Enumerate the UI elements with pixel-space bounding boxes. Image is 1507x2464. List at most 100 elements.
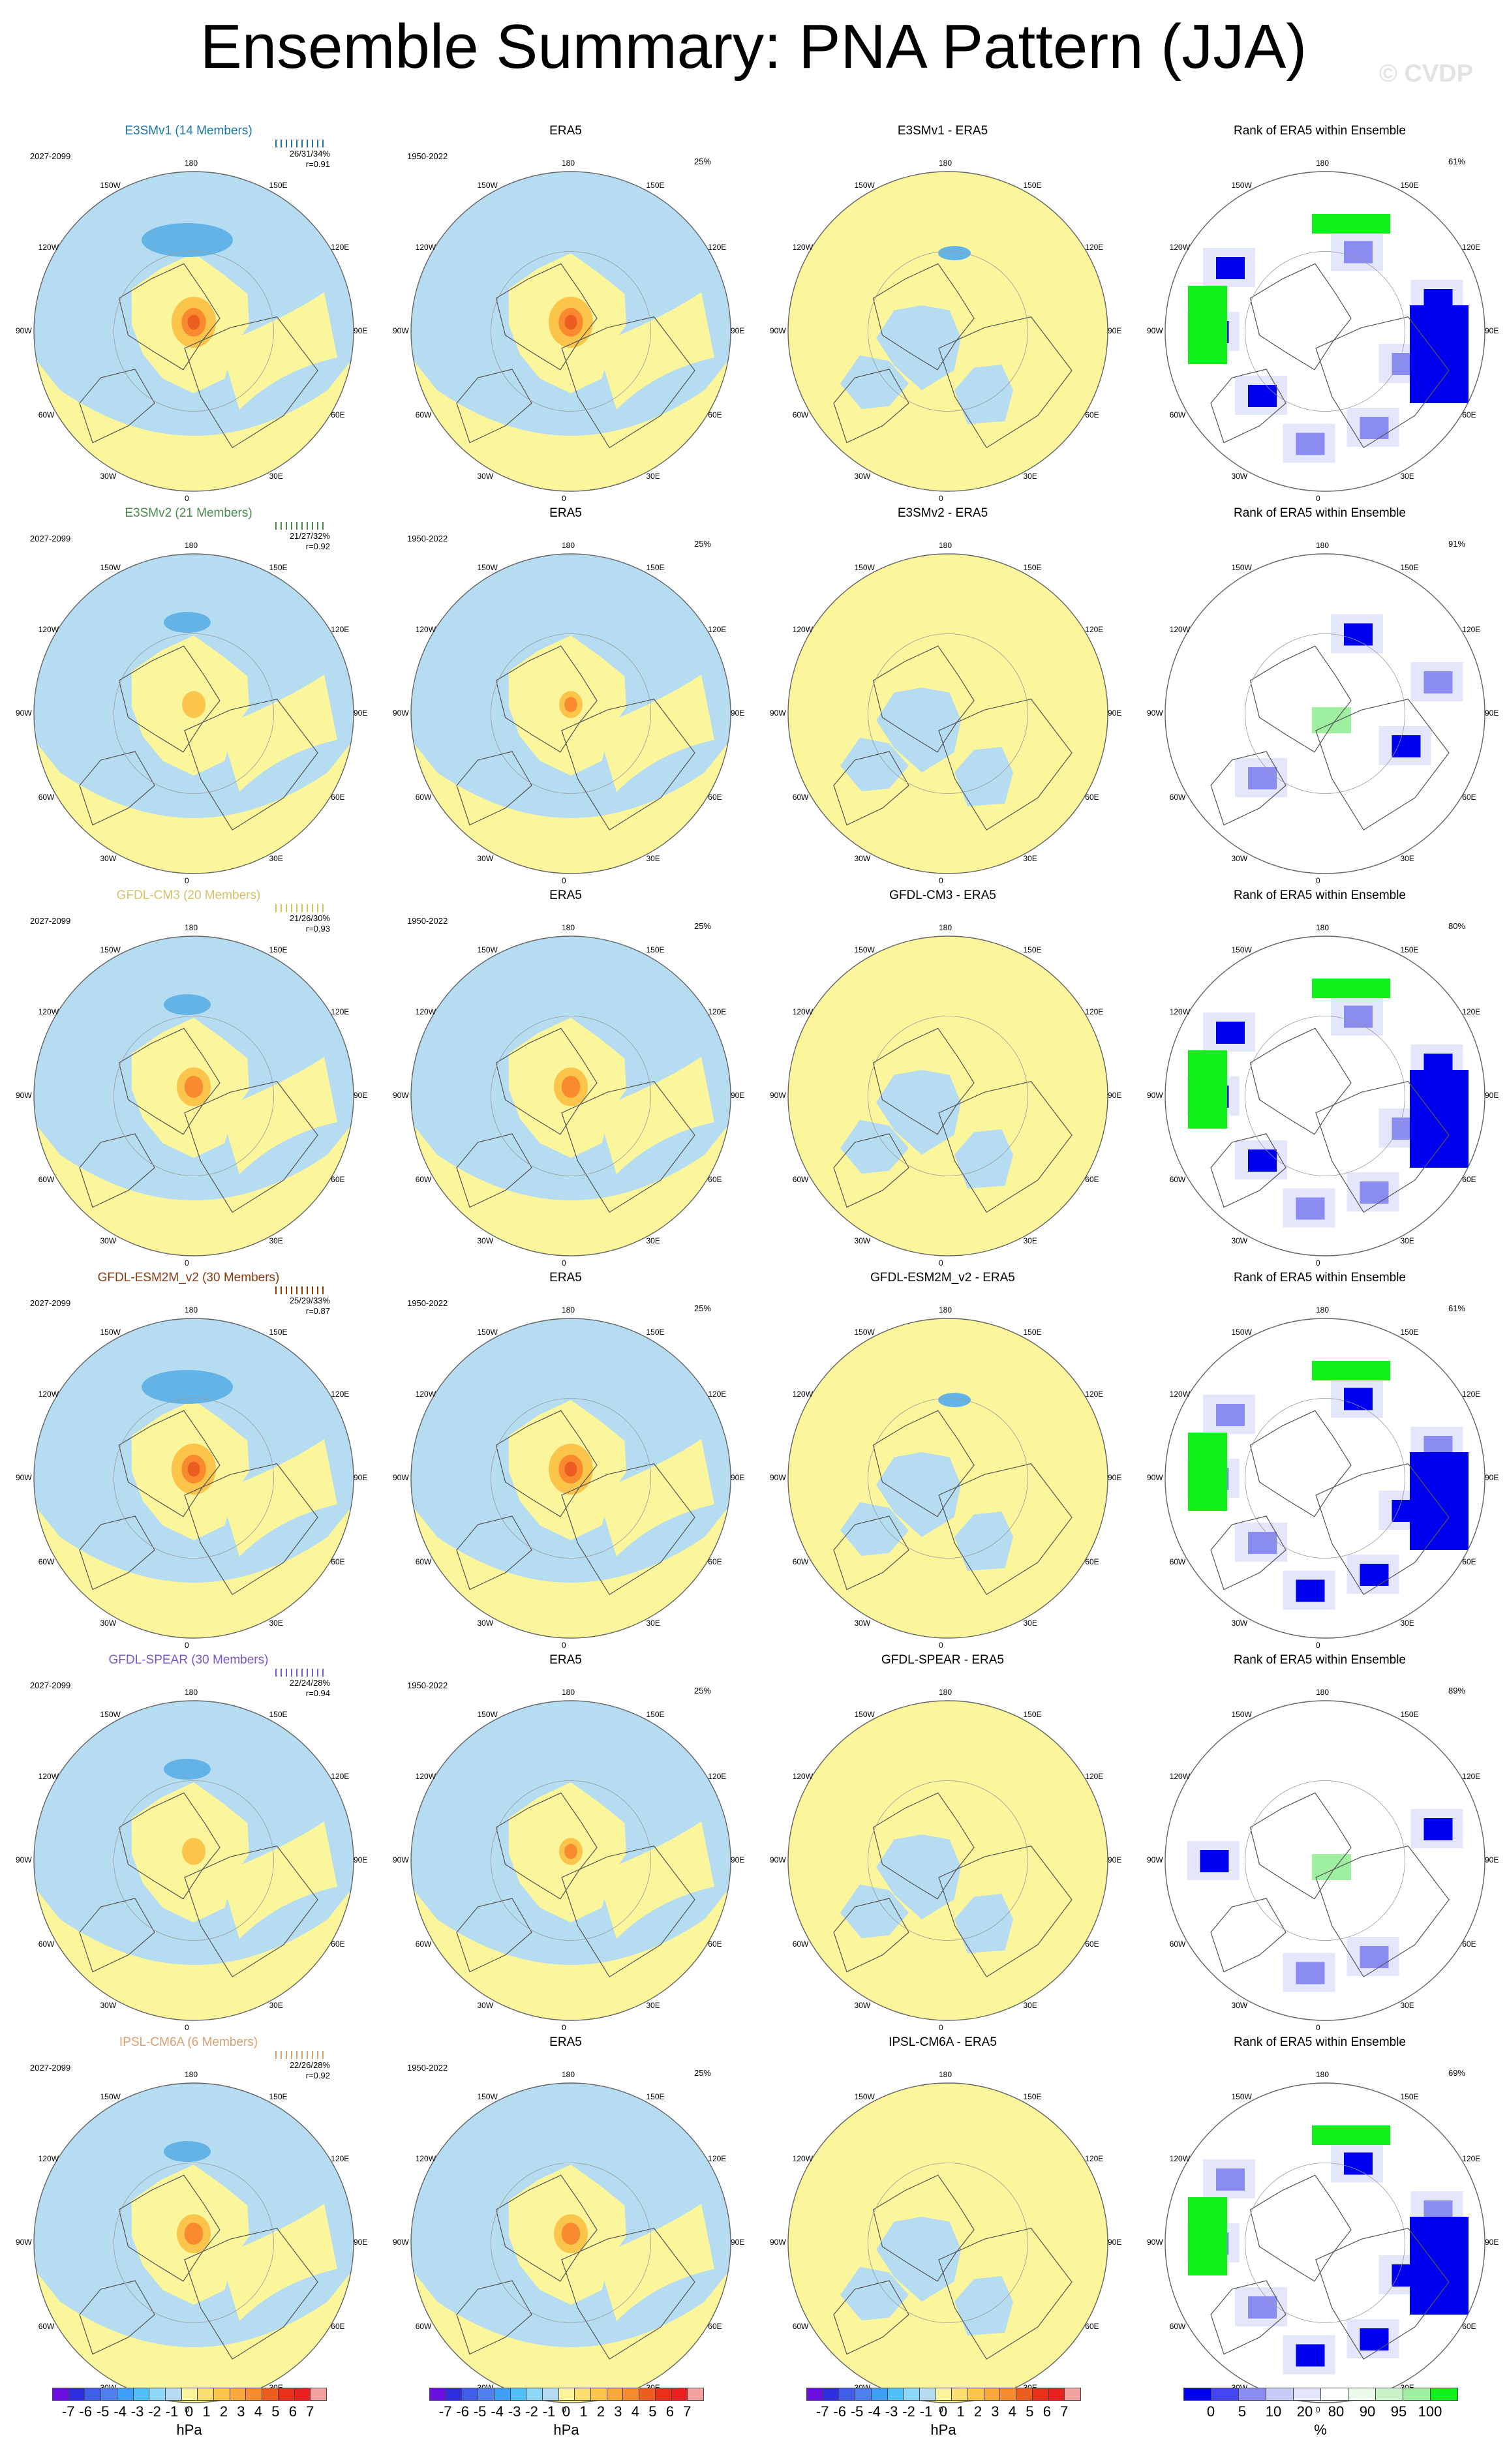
longitude-label: 150W	[477, 563, 498, 573]
map-panel-diff-6: IPSL-CM6A - ERA5180150E120E90E60E30E030W…	[754, 2033, 1131, 2415]
colorbar-tick-label: 4	[631, 2403, 639, 2420]
longitude-label: 30E	[1023, 471, 1037, 481]
longitude-label: 120E	[708, 1007, 727, 1016]
longitude-label: 90W	[393, 1855, 409, 1864]
longitude-label: 60W	[1169, 1939, 1186, 1949]
longitude-label: 90W	[393, 708, 409, 718]
longitude-label: 120E	[1462, 242, 1481, 252]
longitude-label: 180	[562, 159, 575, 168]
longitude-label: 90E	[1108, 708, 1122, 718]
polar-map-diff	[787, 1700, 1108, 2021]
polar-map-model	[33, 935, 354, 1256]
colorbar-box	[52, 2388, 69, 2401]
longitude-label: 120W	[792, 242, 814, 252]
panel-title: Rank of ERA5 within Ensemble	[1233, 1653, 1406, 1667]
panel-title: IPSL-CM6A (6 Members)	[119, 2035, 258, 2049]
polar-map-rank	[1164, 553, 1485, 874]
longitude-label: 30E	[1023, 2000, 1037, 2010]
colorbar-box	[461, 2388, 479, 2401]
longitude-label: 30E	[646, 1618, 660, 1628]
longitude-label: 150W	[1231, 563, 1252, 573]
panel-title: E3SMv2 (21 Members)	[125, 506, 252, 520]
longitude-label: 150E	[269, 2092, 288, 2102]
colorbar-tick-label: 0	[562, 2403, 571, 2420]
longitude-label: 120W	[38, 1007, 59, 1016]
colorbar-tick-label: 5	[271, 2403, 280, 2420]
panel-title: ERA5	[549, 506, 582, 520]
longitude-label: 30W	[1231, 2000, 1248, 2010]
period-label: 2027-2099	[30, 1681, 71, 1690]
colorbar-tick-label: -4	[491, 2403, 504, 2420]
percent-label: 25%	[693, 1303, 711, 1313]
longitude-label: 0	[1316, 1258, 1320, 1268]
ensemble-spread-icon	[275, 904, 324, 912]
longitude-label: 120W	[38, 624, 59, 634]
longitude-label: 120E	[1462, 1007, 1481, 1016]
longitude-label: 90W	[1147, 708, 1163, 718]
colorbar-box	[116, 2388, 134, 2401]
colorbar-box	[149, 2388, 166, 2401]
longitude-label: 60E	[331, 2321, 345, 2331]
longitude-label: 60E	[331, 1174, 345, 1184]
longitude-label: 60E	[708, 792, 722, 802]
longitude-label: 90E	[1108, 1473, 1122, 1482]
colorbar-tick-label: 20	[1296, 2403, 1313, 2420]
stats-label: 25/29/33%	[289, 1296, 330, 1305]
longitude-label: 30E	[646, 2000, 660, 2010]
percent-label: 25%	[693, 539, 711, 549]
longitude-label: 180	[185, 541, 198, 550]
map-panel-rank-2: Rank of ERA5 within Ensemble 91% 180 150E 12…	[1131, 504, 1507, 886]
longitude-label: 120E	[1462, 624, 1481, 634]
longitude-label: 120W	[1169, 624, 1191, 634]
longitude-label: 90W	[770, 1091, 786, 1100]
period-label: 2027-2099	[30, 2063, 71, 2073]
percent-label: 25%	[693, 1686, 711, 1696]
longitude-label: 30E	[646, 853, 660, 863]
longitude-label: 180	[185, 159, 198, 168]
polar-map-diff	[787, 171, 1108, 492]
longitude-label: 90W	[16, 326, 32, 335]
panel-title: Rank of ERA5 within Ensemble	[1233, 124, 1406, 138]
panel-title: ERA5	[549, 889, 582, 902]
longitude-label: 180	[185, 923, 198, 932]
longitude-label: 120E	[331, 1007, 350, 1016]
longitude-label: 30W	[100, 1236, 117, 1245]
longitude-label: 60W	[38, 1939, 55, 1949]
polar-map-obs	[410, 935, 731, 1256]
colorbar-box	[654, 2388, 672, 2401]
longitude-label: 120E	[1085, 1771, 1104, 1781]
colorbar-box	[245, 2388, 263, 2401]
longitude-label: 180	[562, 1688, 575, 1697]
longitude-label: 60E	[1085, 2321, 1099, 2331]
polar-map-obs	[410, 553, 731, 874]
panel-title: GFDL-ESM2M_v2 (30 Members)	[97, 1271, 280, 1285]
longitude-label: 0	[939, 2405, 943, 2414]
longitude-label: 120W	[792, 1007, 814, 1016]
correlation-label: r=0.87	[305, 1306, 330, 1316]
map-panel-model-1: E3SMv1 (14 Members) 2027-2099 26/31/34% r=0…	[0, 121, 377, 504]
longitude-label: 150W	[477, 2092, 498, 2102]
longitude-label: 90E	[1108, 2238, 1122, 2247]
map-panel-obs-1: ERA5 1950-2022 25% 180 150E 120E 90E 60E 30E 0 30W…	[377, 121, 754, 504]
panel-title: E3SMv1 - ERA5	[897, 124, 988, 138]
longitude-label: 120E	[1085, 2153, 1104, 2163]
watermark: © CVDP	[1378, 60, 1473, 87]
colorbar-tick-label: 3	[614, 2403, 622, 2420]
colorbar-box	[806, 2388, 823, 2401]
longitude-label: 0	[939, 1641, 943, 1650]
period-label: 1950-2022	[407, 2063, 448, 2073]
longitude-label: 120E	[1085, 1389, 1104, 1399]
longitude-label: 90W	[16, 1855, 32, 1864]
longitude-label: 150W	[100, 1710, 121, 1720]
colorbar-tick-label: 6	[665, 2403, 674, 2420]
colorbar-tick-label: -6	[833, 2403, 846, 2420]
longitude-label: 30W	[100, 1618, 117, 1628]
colorbar-box	[493, 2388, 511, 2401]
percent-label: 69%	[1448, 2068, 1465, 2078]
longitude-label: 60W	[415, 2321, 432, 2331]
panel-title: GFDL-CM3 (20 Members)	[116, 889, 261, 902]
map-panel-model-6: IPSL-CM6A (6 Members) 2027-2099 22/26/28% r…	[0, 2033, 377, 2415]
map-panel-diff-5: GFDL-SPEAR - ERA5 180 150E 120E 90E 60E 30E 0 30…	[754, 1650, 1131, 2033]
longitude-label: 30W	[1231, 471, 1248, 481]
longitude-label: 60W	[415, 1174, 432, 1184]
